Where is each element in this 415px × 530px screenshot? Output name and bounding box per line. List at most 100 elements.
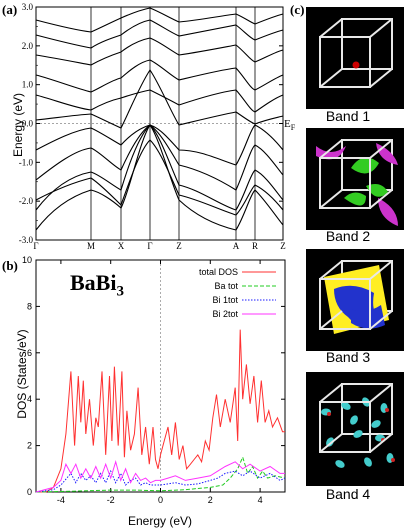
x-tick-label: -2: [107, 495, 115, 505]
brillouin-zone-edge: [319, 18, 343, 38]
fermi-pocket: [351, 157, 379, 174]
band-curve: [35, 59, 284, 93]
brillouin-zone-edge: [319, 36, 371, 88]
band-curve: [35, 37, 284, 66]
fermi-surface-background: [306, 7, 404, 109]
dos-title: BaBi3: [70, 270, 124, 300]
fermi-pocket: [391, 458, 395, 462]
y-tick-label: 4: [27, 394, 32, 404]
y-tick-label: 2: [27, 441, 32, 451]
brillouin-zone-edge: [319, 260, 343, 280]
legend-label: total DOS: [199, 267, 238, 277]
y-tick-label: -3.0: [19, 235, 34, 245]
fermi-surface-group: [306, 7, 404, 486]
k-point-label: X: [118, 241, 125, 251]
k-point-label: A: [233, 241, 240, 251]
brillouin-zone-edge: [319, 157, 371, 209]
band-4-label: Band 4: [325, 486, 371, 502]
fermi-pocket: [364, 457, 372, 467]
fermi-label-sub: F: [290, 123, 296, 133]
brillouin-zone-edge: [319, 139, 343, 159]
fermi-level-label: EF: [284, 118, 295, 132]
y-tick-label: 0: [27, 487, 32, 497]
fermi-pocket: [327, 412, 331, 416]
y-tick-label: 8: [27, 301, 32, 311]
brillouin-zone-edge: [369, 260, 393, 280]
brillouin-zone-edge: [369, 310, 393, 330]
x-tick-label: 2: [208, 495, 213, 505]
x-tick-label: -4: [57, 495, 65, 505]
brillouin-zone-edge: [369, 139, 393, 159]
panel-label-b: (b): [2, 258, 18, 273]
k-point-label: Γ: [33, 241, 38, 251]
y-tick-label: 6: [27, 348, 32, 358]
band-2-label: Band 2: [325, 228, 371, 244]
y-tick-label: 10: [22, 255, 32, 265]
y-tick-label: 0.0: [22, 119, 34, 129]
y-tick-label: -2.0: [19, 196, 34, 206]
k-point-label: Z: [176, 241, 182, 251]
brillouin-zone-edge: [319, 189, 343, 209]
legend-label: Bi 2tot: [212, 309, 238, 319]
fermi-pocket: [352, 61, 360, 69]
fermi-pocket: [353, 430, 363, 438]
dos-xlabel: Energy (eV): [127, 514, 193, 528]
panel-label-c: (c): [290, 2, 305, 17]
y-tick-label: 2.0: [22, 41, 34, 51]
band-curve: [35, 124, 284, 191]
brillouin-zone-edge: [341, 18, 393, 70]
dos-title-main: BaBi: [70, 270, 117, 295]
fermi-surface-background: [306, 372, 404, 486]
fermi-pocket: [366, 184, 388, 197]
brillouin-zone-edge: [341, 139, 393, 191]
fermi-pocket: [385, 408, 389, 412]
y-tick-label: 1.0: [22, 80, 34, 90]
band-structure-group: Γ M X Γ Z A R Z -3.0 -2.0 -1.0 0.0 1.0 2.0 3.0: [19, 2, 286, 251]
legend-label: Ba tot: [214, 281, 238, 291]
band-curve: [35, 139, 284, 216]
band-curve: [35, 7, 284, 33]
fermi-pocket: [350, 415, 358, 425]
x-tick-label: 4: [258, 495, 263, 505]
k-point-label: Γ: [147, 241, 152, 251]
band-curve: [35, 19, 284, 49]
fermi-pocket: [344, 192, 366, 206]
band-curve: [35, 124, 284, 166]
fermi-pocket: [371, 420, 381, 428]
brillouin-zone-edge: [369, 383, 393, 403]
brillouin-zone-edge: [369, 189, 393, 209]
dos-title-sub: 3: [116, 283, 124, 300]
series-line-bi-2tot: [35, 459, 285, 493]
brillouin-zone-edge: [319, 433, 343, 453]
fermi-pocket: [335, 460, 345, 468]
brillouin-zone-edge: [319, 383, 343, 403]
band-curve: [35, 69, 284, 129]
band-1-label: Band 1: [325, 108, 371, 124]
brillouin-zone-edge: [319, 278, 371, 330]
y-tick-label: 3.0: [22, 2, 34, 12]
band-curve: [35, 124, 284, 231]
brillouin-zone-edge: [319, 401, 371, 453]
series-line-bi-1tot: [35, 469, 286, 493]
band-3-label: Band 3: [325, 349, 371, 365]
brillouin-zone-edge: [369, 68, 393, 88]
brillouin-zone-edge: [341, 383, 393, 435]
legend-label: Bi 1tot: [212, 295, 238, 305]
band-ylabel: Energy (eV): [11, 92, 25, 158]
brillouin-zone-edge: [369, 433, 393, 453]
dos-chart-group: 0 2 4 6 8 10 -4 -2 0 2 4 total DOS Ba tot Bi 1tot Bi 2…: [22, 255, 286, 505]
panel-label-a: (a): [2, 2, 18, 17]
band-curve: [35, 124, 284, 211]
x-tick-label: 0: [158, 495, 163, 505]
y-tick-label: -1.0: [19, 157, 34, 167]
dos-ylabel: DOS (States/eV): [15, 329, 29, 419]
fermi-label-main: E: [284, 118, 291, 130]
k-point-label: R: [252, 241, 258, 251]
fermi-pocket: [341, 402, 351, 410]
k-point-label: M: [87, 241, 95, 251]
brillouin-zone-edge: [319, 310, 343, 330]
series-line-ba-tot: [35, 455, 286, 493]
